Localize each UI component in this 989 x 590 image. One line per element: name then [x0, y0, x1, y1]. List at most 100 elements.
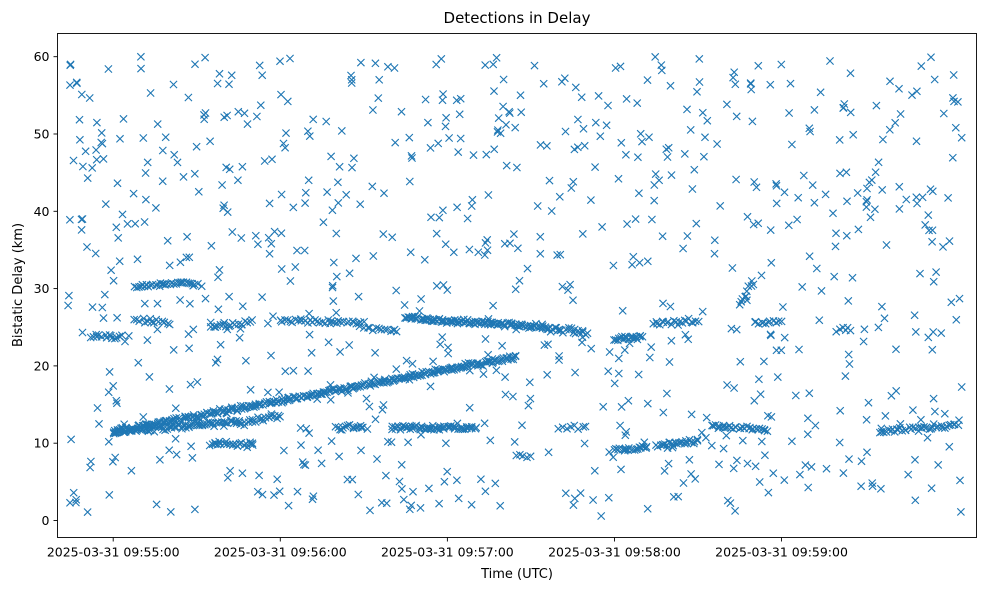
data-point	[215, 265, 224, 274]
data-point	[352, 254, 360, 263]
data-point	[115, 257, 124, 266]
data-point	[395, 477, 404, 486]
data-point	[356, 58, 365, 67]
data-point	[878, 135, 887, 144]
data-point	[515, 276, 524, 285]
data-point	[675, 318, 684, 326]
data-point	[667, 171, 676, 180]
data-point	[766, 80, 775, 89]
data-point	[493, 127, 502, 136]
data-point	[88, 163, 97, 172]
data-point	[667, 320, 676, 329]
data-point	[427, 213, 435, 222]
data-point	[370, 373, 379, 382]
data-point	[75, 115, 84, 124]
data-point	[234, 320, 243, 329]
data-point	[785, 109, 794, 117]
data-point	[92, 118, 101, 127]
data-point	[492, 366, 501, 375]
data-point	[334, 198, 343, 207]
data-point	[158, 146, 167, 155]
data-point	[614, 354, 623, 363]
data-point	[255, 61, 264, 70]
data-point	[304, 176, 313, 185]
data-point	[685, 455, 694, 464]
data-point	[267, 351, 275, 360]
data-point	[643, 257, 652, 266]
data-point	[72, 495, 81, 504]
data-point	[701, 433, 710, 442]
data-point	[815, 316, 824, 325]
data-point	[578, 338, 586, 347]
data-point	[382, 378, 391, 387]
data-point	[683, 232, 692, 240]
data-point	[492, 53, 501, 62]
data-point	[258, 490, 267, 499]
data-point	[911, 327, 920, 336]
data-point	[872, 101, 881, 110]
data-point	[354, 490, 363, 499]
data-point	[132, 315, 141, 324]
data-point	[581, 422, 590, 431]
data-point	[777, 60, 786, 69]
data-point	[332, 308, 341, 317]
data-point	[439, 424, 448, 433]
data-point	[263, 388, 272, 397]
data-point	[78, 328, 87, 337]
data-point	[732, 456, 741, 465]
data-point	[719, 444, 728, 453]
data-point	[99, 314, 108, 323]
data-point	[949, 71, 958, 79]
data-point	[902, 195, 911, 204]
data-point	[471, 317, 480, 326]
data-point	[822, 464, 831, 473]
data-point	[623, 220, 632, 228]
data-point	[830, 272, 839, 281]
data-point	[420, 255, 429, 264]
data-point	[240, 109, 249, 118]
data-point	[908, 91, 916, 100]
data-point	[366, 506, 374, 515]
data-point	[664, 143, 673, 152]
data-point	[951, 123, 960, 132]
data-point	[841, 372, 850, 381]
data-point	[206, 318, 215, 327]
data-point	[662, 389, 671, 398]
data-point	[722, 431, 731, 440]
data-point	[571, 83, 580, 92]
data-point	[691, 474, 700, 483]
data-point	[118, 210, 127, 219]
data-point	[617, 402, 626, 411]
data-point	[803, 414, 812, 423]
data-point	[618, 306, 627, 315]
data-point	[345, 341, 354, 349]
data-point	[256, 101, 265, 110]
data-point	[91, 249, 100, 258]
data-point	[256, 400, 265, 409]
data-point	[85, 94, 94, 102]
data-point	[490, 145, 499, 154]
data-point	[500, 239, 509, 248]
data-point	[866, 213, 875, 222]
data-point	[405, 177, 414, 186]
data-point	[371, 59, 380, 68]
data-point	[303, 127, 312, 136]
data-point	[453, 203, 462, 212]
data-point	[113, 313, 122, 322]
data-point	[580, 141, 589, 150]
data-point	[633, 153, 642, 162]
data-point	[805, 252, 814, 261]
data-point	[591, 118, 600, 127]
data-point	[374, 94, 383, 103]
data-point	[945, 442, 954, 451]
data-point	[655, 176, 664, 185]
data-points	[64, 52, 966, 520]
y-tick-label: 50	[34, 126, 50, 141]
data-point	[286, 54, 294, 63]
data-point	[868, 479, 877, 488]
data-point	[469, 151, 478, 160]
data-point	[163, 280, 171, 289]
data-point	[736, 357, 745, 366]
data-point	[474, 248, 483, 257]
data-point	[214, 273, 222, 282]
